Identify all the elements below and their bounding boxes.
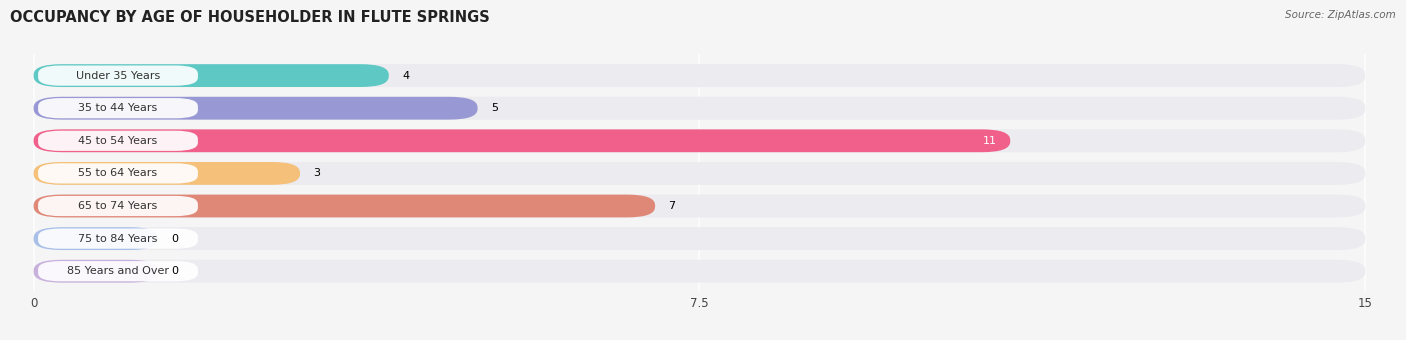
Text: 11: 11 bbox=[983, 136, 997, 146]
FancyBboxPatch shape bbox=[38, 66, 198, 86]
Text: 7: 7 bbox=[668, 201, 675, 211]
Text: 35 to 44 Years: 35 to 44 Years bbox=[79, 103, 157, 113]
FancyBboxPatch shape bbox=[34, 130, 1365, 152]
FancyBboxPatch shape bbox=[38, 196, 198, 216]
FancyBboxPatch shape bbox=[38, 228, 198, 249]
FancyBboxPatch shape bbox=[34, 194, 1365, 217]
Text: 75 to 84 Years: 75 to 84 Years bbox=[79, 234, 157, 243]
Text: Under 35 Years: Under 35 Years bbox=[76, 71, 160, 81]
FancyBboxPatch shape bbox=[38, 98, 198, 118]
FancyBboxPatch shape bbox=[38, 163, 198, 184]
Text: 3: 3 bbox=[314, 168, 321, 179]
Text: 65 to 74 Years: 65 to 74 Years bbox=[79, 201, 157, 211]
Text: 55 to 64 Years: 55 to 64 Years bbox=[79, 168, 157, 179]
Text: 45 to 54 Years: 45 to 54 Years bbox=[79, 136, 157, 146]
FancyBboxPatch shape bbox=[38, 131, 198, 151]
FancyBboxPatch shape bbox=[34, 97, 1365, 120]
FancyBboxPatch shape bbox=[34, 260, 157, 283]
Text: 85 Years and Over: 85 Years and Over bbox=[67, 266, 169, 276]
Text: OCCUPANCY BY AGE OF HOUSEHOLDER IN FLUTE SPRINGS: OCCUPANCY BY AGE OF HOUSEHOLDER IN FLUTE… bbox=[10, 10, 489, 25]
FancyBboxPatch shape bbox=[38, 261, 198, 281]
FancyBboxPatch shape bbox=[34, 227, 157, 250]
Text: 0: 0 bbox=[172, 266, 179, 276]
FancyBboxPatch shape bbox=[34, 227, 1365, 250]
FancyBboxPatch shape bbox=[34, 162, 1365, 185]
Text: Source: ZipAtlas.com: Source: ZipAtlas.com bbox=[1285, 10, 1396, 20]
FancyBboxPatch shape bbox=[34, 162, 299, 185]
FancyBboxPatch shape bbox=[34, 64, 1365, 87]
FancyBboxPatch shape bbox=[34, 97, 478, 120]
FancyBboxPatch shape bbox=[34, 194, 655, 217]
Text: 0: 0 bbox=[172, 234, 179, 243]
FancyBboxPatch shape bbox=[34, 130, 1010, 152]
FancyBboxPatch shape bbox=[34, 260, 1365, 283]
Text: 5: 5 bbox=[491, 103, 498, 113]
FancyBboxPatch shape bbox=[34, 64, 389, 87]
Text: 4: 4 bbox=[402, 71, 409, 81]
